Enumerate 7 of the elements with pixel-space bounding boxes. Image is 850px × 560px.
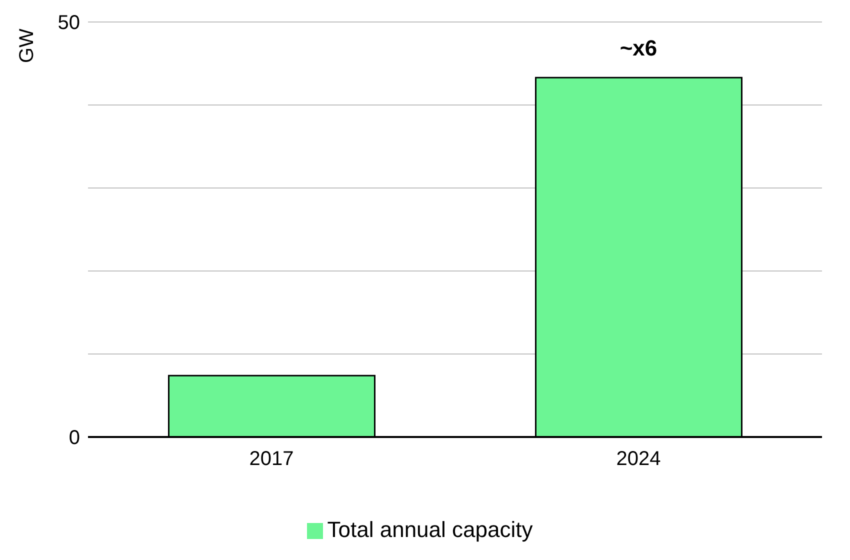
y-axis-title: GW (16, 28, 39, 63)
legend-label: Total annual capacity (327, 517, 533, 542)
x-tick-label: 2017 (249, 448, 294, 470)
y-tick-label: 0 (68, 427, 80, 450)
y-tick-label: 50 (58, 12, 80, 34)
x-tick-label: 2024 (616, 448, 661, 470)
annotation: ~x6 (620, 36, 658, 61)
